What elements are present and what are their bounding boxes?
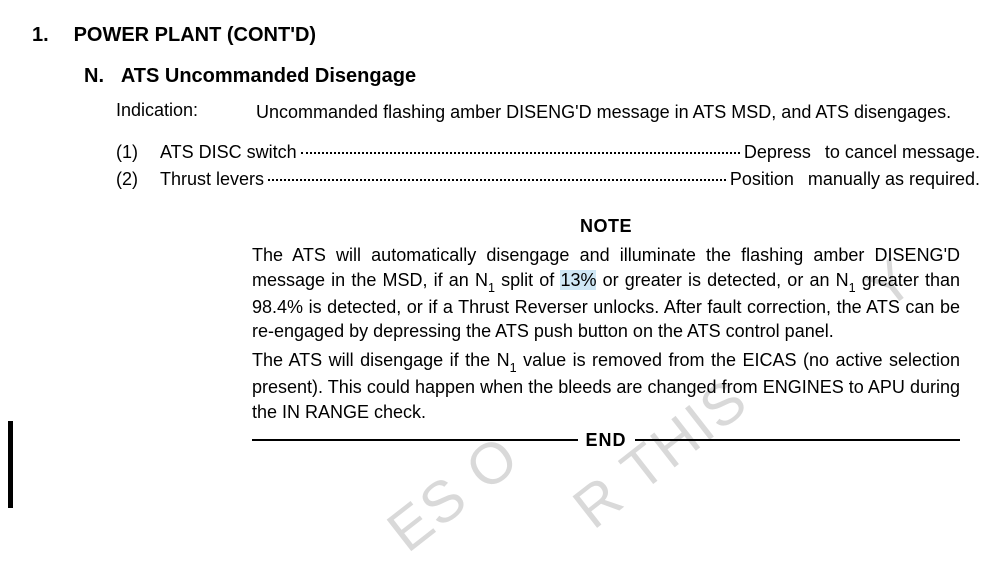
subsection-title: ATS Uncommanded Disengage [121, 65, 416, 87]
step-number: (2) [116, 169, 160, 190]
section-heading: 1. POWER PLANT (CONT'D) [32, 24, 980, 47]
change-bar [8, 421, 13, 508]
step-number: (1) [116, 142, 160, 163]
step-item: ATS DISC switch [160, 142, 297, 163]
step-note: manually as required. [808, 169, 980, 190]
procedure-step: (1) ATS DISC switch Depress to cancel me… [116, 142, 980, 163]
note-paragraph: The ATS will automatically disengage and… [252, 243, 960, 343]
step-note: to cancel message. [825, 142, 980, 163]
leader-dots [301, 152, 740, 154]
highlighted-text: 13% [560, 270, 596, 290]
section-number: 1. [32, 24, 68, 47]
indication-label: Indication: [116, 100, 256, 124]
note-text: or greater is detected, or an N [596, 270, 848, 290]
step-action: Depress [744, 142, 825, 163]
end-rule [635, 439, 961, 441]
note-text: split of [495, 270, 560, 290]
subscript: 1 [510, 361, 517, 375]
leader-dots [268, 179, 726, 181]
note-text: The ATS will disengage if the N [252, 350, 510, 370]
indication-text: Uncommanded flashing amber DISENG'D mess… [256, 100, 980, 124]
note-heading: NOTE [252, 216, 960, 237]
subsection-letter: N. [84, 65, 116, 88]
end-rule [252, 439, 578, 441]
subscript: 1 [488, 281, 495, 295]
note-block: NOTE The ATS will automatically disengag… [252, 216, 960, 424]
note-paragraph: The ATS will disengage if the N1 value i… [252, 348, 960, 424]
section-title: POWER PLANT (CONT'D) [74, 24, 317, 46]
subscript: 1 [849, 281, 856, 295]
step-item: Thrust levers [160, 169, 264, 190]
end-marker: END [252, 430, 960, 451]
procedure-step: (2) Thrust levers Position manually as r… [116, 169, 980, 190]
end-text: END [578, 430, 635, 451]
step-action: Position [730, 169, 808, 190]
subsection-heading: N. ATS Uncommanded Disengage [84, 65, 980, 88]
indication-row: Indication: Uncommanded flashing amber D… [116, 100, 980, 124]
